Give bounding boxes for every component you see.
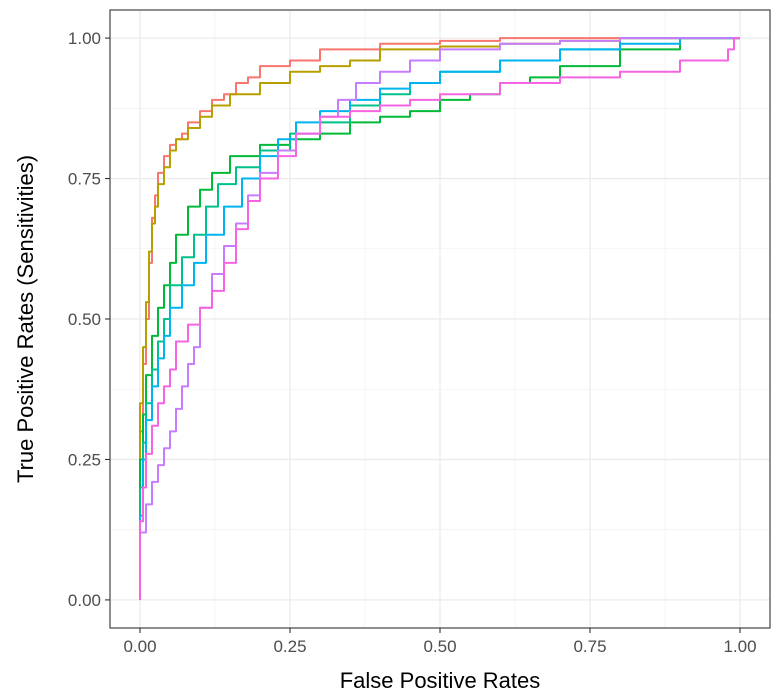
y-tick-label: 0.00 — [68, 591, 101, 610]
y-tick-label: 0.25 — [68, 450, 101, 469]
x-axis-title: False Positive Rates — [340, 668, 541, 693]
x-tick-label: 1.00 — [723, 637, 756, 656]
x-tick-label: 0.00 — [123, 637, 156, 656]
x-tick-label: 0.75 — [573, 637, 606, 656]
y-tick-label: 1.00 — [68, 29, 101, 48]
x-tick-label: 0.25 — [273, 637, 306, 656]
y-axis: 0.00 0.25 0.50 0.75 1.00 — [68, 29, 110, 610]
y-tick-label: 0.75 — [68, 170, 101, 189]
y-axis-title: True Positive Rates (Sensitivities) — [13, 155, 38, 483]
x-tick-label: 0.50 — [423, 637, 456, 656]
roc-curve-7 — [139, 37, 740, 600]
y-tick-label: 0.50 — [68, 310, 101, 329]
roc-curve-5 — [139, 37, 740, 600]
x-axis: 0.00 0.25 0.50 0.75 1.00 — [123, 628, 757, 656]
roc-curves — [139, 37, 740, 600]
